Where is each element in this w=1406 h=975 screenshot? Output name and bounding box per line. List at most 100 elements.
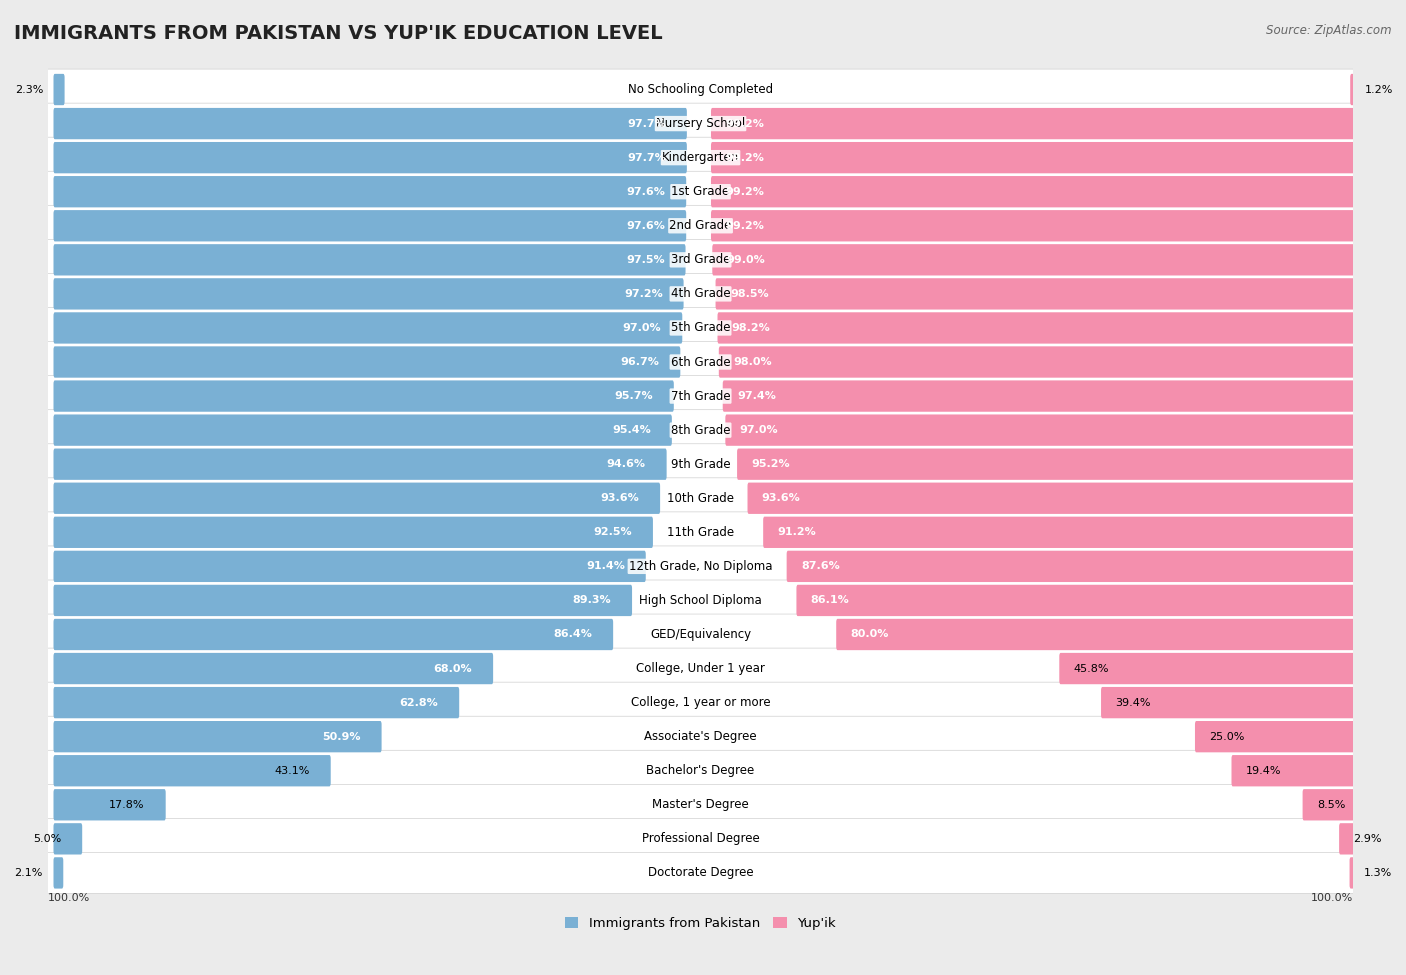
Text: 80.0%: 80.0% xyxy=(851,630,889,640)
Text: 87.6%: 87.6% xyxy=(801,562,839,571)
FancyBboxPatch shape xyxy=(1302,789,1354,820)
Text: 6th Grade: 6th Grade xyxy=(671,356,730,369)
Text: 43.1%: 43.1% xyxy=(274,765,309,776)
FancyBboxPatch shape xyxy=(46,410,1355,450)
FancyBboxPatch shape xyxy=(837,619,1354,650)
FancyBboxPatch shape xyxy=(711,108,1354,139)
FancyBboxPatch shape xyxy=(53,551,645,582)
FancyBboxPatch shape xyxy=(53,346,681,377)
FancyBboxPatch shape xyxy=(46,818,1355,859)
FancyBboxPatch shape xyxy=(53,414,672,446)
Text: 2nd Grade: 2nd Grade xyxy=(669,219,731,232)
FancyBboxPatch shape xyxy=(46,273,1355,314)
FancyBboxPatch shape xyxy=(46,751,1355,791)
FancyBboxPatch shape xyxy=(1232,755,1354,787)
FancyBboxPatch shape xyxy=(723,380,1354,411)
Text: No Schooling Completed: No Schooling Completed xyxy=(628,83,773,96)
Text: 25.0%: 25.0% xyxy=(1209,731,1244,742)
Text: 1.2%: 1.2% xyxy=(1365,85,1393,95)
FancyBboxPatch shape xyxy=(46,784,1355,825)
FancyBboxPatch shape xyxy=(748,483,1354,514)
FancyBboxPatch shape xyxy=(53,823,82,854)
Text: College, Under 1 year: College, Under 1 year xyxy=(636,662,765,675)
FancyBboxPatch shape xyxy=(46,546,1355,587)
Text: 100.0%: 100.0% xyxy=(1310,893,1353,904)
Text: 92.5%: 92.5% xyxy=(593,527,633,537)
FancyBboxPatch shape xyxy=(53,653,494,684)
Text: 97.2%: 97.2% xyxy=(624,289,662,299)
FancyBboxPatch shape xyxy=(53,142,688,174)
FancyBboxPatch shape xyxy=(46,206,1355,247)
Text: 10th Grade: 10th Grade xyxy=(666,491,734,505)
FancyBboxPatch shape xyxy=(1195,721,1354,753)
FancyBboxPatch shape xyxy=(53,619,613,650)
Text: 94.6%: 94.6% xyxy=(607,459,645,469)
FancyBboxPatch shape xyxy=(718,346,1354,377)
Text: 86.1%: 86.1% xyxy=(811,596,849,605)
FancyBboxPatch shape xyxy=(46,103,1355,144)
Text: 89.3%: 89.3% xyxy=(572,596,612,605)
Text: 2.3%: 2.3% xyxy=(15,85,44,95)
FancyBboxPatch shape xyxy=(46,240,1355,280)
FancyBboxPatch shape xyxy=(711,142,1354,174)
FancyBboxPatch shape xyxy=(46,852,1355,893)
Text: 12th Grade, No Diploma: 12th Grade, No Diploma xyxy=(628,560,772,573)
Text: 5th Grade: 5th Grade xyxy=(671,322,730,334)
Text: 50.9%: 50.9% xyxy=(322,731,361,742)
FancyBboxPatch shape xyxy=(46,648,1355,689)
Text: 91.4%: 91.4% xyxy=(586,562,624,571)
FancyBboxPatch shape xyxy=(46,682,1355,723)
FancyBboxPatch shape xyxy=(711,176,1354,208)
Text: 97.4%: 97.4% xyxy=(737,391,776,401)
Text: 19.4%: 19.4% xyxy=(1246,765,1281,776)
Text: 7th Grade: 7th Grade xyxy=(671,390,730,403)
FancyBboxPatch shape xyxy=(46,137,1355,178)
FancyBboxPatch shape xyxy=(711,210,1354,242)
Text: 62.8%: 62.8% xyxy=(399,697,439,708)
FancyBboxPatch shape xyxy=(763,517,1354,548)
FancyBboxPatch shape xyxy=(53,755,330,787)
Text: 1.3%: 1.3% xyxy=(1364,868,1392,878)
FancyBboxPatch shape xyxy=(46,614,1355,655)
FancyBboxPatch shape xyxy=(53,448,666,480)
FancyBboxPatch shape xyxy=(53,244,686,276)
Text: 99.2%: 99.2% xyxy=(725,153,765,163)
FancyBboxPatch shape xyxy=(53,585,633,616)
Text: 8th Grade: 8th Grade xyxy=(671,423,730,437)
Text: 95.7%: 95.7% xyxy=(614,391,652,401)
FancyBboxPatch shape xyxy=(1059,653,1354,684)
FancyBboxPatch shape xyxy=(53,176,686,208)
Text: 98.5%: 98.5% xyxy=(730,289,769,299)
Text: 98.0%: 98.0% xyxy=(733,357,772,367)
Text: 68.0%: 68.0% xyxy=(433,664,472,674)
FancyBboxPatch shape xyxy=(53,108,688,139)
FancyBboxPatch shape xyxy=(53,857,63,888)
Text: 95.2%: 95.2% xyxy=(751,459,790,469)
Text: 97.7%: 97.7% xyxy=(627,119,666,129)
Text: 9th Grade: 9th Grade xyxy=(671,457,730,471)
FancyBboxPatch shape xyxy=(53,74,65,105)
FancyBboxPatch shape xyxy=(53,278,683,309)
Text: Doctorate Degree: Doctorate Degree xyxy=(648,867,754,879)
FancyBboxPatch shape xyxy=(53,380,673,411)
Text: Professional Degree: Professional Degree xyxy=(641,833,759,845)
FancyBboxPatch shape xyxy=(46,444,1355,485)
FancyBboxPatch shape xyxy=(53,721,381,753)
Text: College, 1 year or more: College, 1 year or more xyxy=(631,696,770,709)
Text: Bachelor's Degree: Bachelor's Degree xyxy=(647,764,755,777)
FancyBboxPatch shape xyxy=(46,375,1355,416)
Text: 99.2%: 99.2% xyxy=(725,220,765,231)
FancyBboxPatch shape xyxy=(46,341,1355,382)
FancyBboxPatch shape xyxy=(53,312,682,343)
Text: High School Diploma: High School Diploma xyxy=(640,594,762,606)
Text: 93.6%: 93.6% xyxy=(600,493,640,503)
Text: 97.6%: 97.6% xyxy=(627,186,665,197)
Text: 2.1%: 2.1% xyxy=(14,868,42,878)
Text: 98.2%: 98.2% xyxy=(733,323,770,332)
FancyBboxPatch shape xyxy=(717,312,1354,343)
FancyBboxPatch shape xyxy=(786,551,1354,582)
FancyBboxPatch shape xyxy=(716,278,1354,309)
Legend: Immigrants from Pakistan, Yup'ik: Immigrants from Pakistan, Yup'ik xyxy=(560,912,841,935)
Text: 3rd Grade: 3rd Grade xyxy=(671,254,730,266)
FancyBboxPatch shape xyxy=(46,307,1355,348)
